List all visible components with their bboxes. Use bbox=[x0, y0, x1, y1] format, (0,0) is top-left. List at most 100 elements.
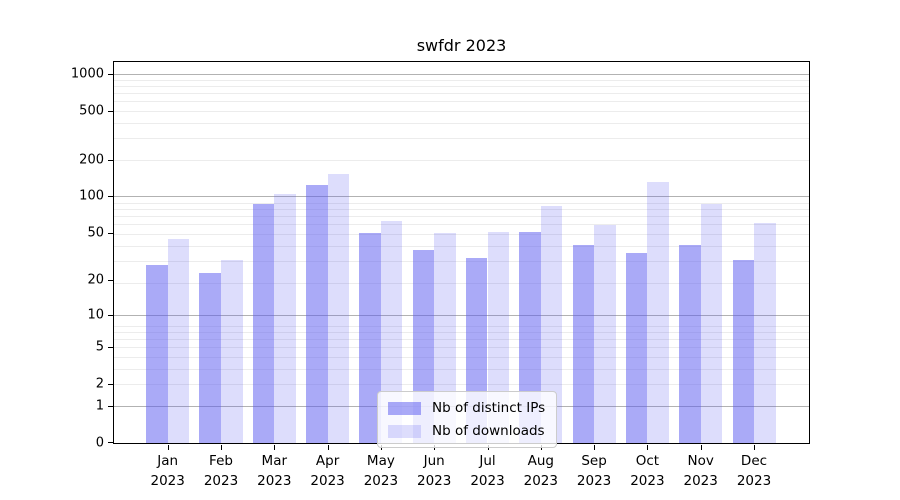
bar-may-downloads bbox=[380, 220, 403, 443]
gridline-minor bbox=[114, 224, 809, 226]
bar-sep-downloads bbox=[594, 225, 616, 443]
ytick-mark-500 bbox=[108, 110, 113, 112]
bar-jan-downloads bbox=[167, 238, 190, 443]
chart-title: swfdr 2023 bbox=[416, 36, 507, 55]
xtick-label-may: May 2023 bbox=[363, 453, 399, 490]
xtick-mark-feb bbox=[221, 445, 222, 450]
xtick-mark-sep bbox=[594, 445, 596, 450]
ytick-mark-50 bbox=[108, 232, 113, 234]
bar-sep-distinct-ips bbox=[572, 244, 595, 443]
legend-label-downloads: Nb of downloads bbox=[432, 423, 545, 439]
gridline-major-100 bbox=[114, 196, 809, 198]
xtick-label-aug: Aug 2023 bbox=[523, 453, 558, 490]
gridline-minor bbox=[114, 101, 809, 103]
bar-mar-distinct-ips bbox=[252, 204, 275, 443]
gridline-minor bbox=[114, 138, 809, 140]
xtick-mark-apr bbox=[327, 445, 329, 450]
ytick-label-5: 5 bbox=[95, 339, 104, 355]
xtick-label-nov: Nov 2023 bbox=[683, 453, 718, 490]
gridline-minor bbox=[114, 85, 809, 87]
legend-swatch-downloads bbox=[388, 424, 421, 438]
gridline-minor bbox=[114, 339, 809, 340]
bar-may-distinct-ips bbox=[359, 232, 381, 443]
xtick-mark-nov bbox=[700, 445, 702, 450]
xtick-mark-oct bbox=[647, 445, 649, 450]
bar-feb-distinct-ips bbox=[199, 273, 221, 443]
bar-feb-downloads bbox=[221, 259, 243, 443]
bar-oct-downloads bbox=[647, 181, 669, 443]
bar-dec-distinct-ips bbox=[732, 259, 754, 443]
xtick-mark-mar bbox=[274, 445, 276, 450]
xtick-label-apr: Apr 2023 bbox=[310, 453, 345, 490]
gridline-minor bbox=[114, 384, 809, 386]
gridline-minor bbox=[114, 347, 809, 349]
bar-jul-downloads bbox=[487, 231, 509, 443]
ytick-label-0: 0 bbox=[95, 435, 104, 451]
legend-entry-downloads: Nb of downloads bbox=[388, 423, 545, 439]
ytick-label-100: 100 bbox=[79, 188, 104, 204]
legend-swatch-distinct-ips bbox=[388, 401, 421, 415]
xtick-label-oct: Oct 2023 bbox=[630, 453, 665, 490]
xtick-label-jul: Jul 2023 bbox=[470, 453, 505, 490]
gridline-minor bbox=[114, 283, 809, 284]
bar-jan-distinct-ips bbox=[146, 265, 168, 443]
bar-apr-downloads bbox=[327, 174, 350, 443]
ytick-label-500: 500 bbox=[79, 103, 104, 119]
gridline-minor bbox=[114, 261, 809, 263]
legend: Nb of distinct IPs Nb of downloads bbox=[377, 391, 558, 448]
gridline-minor bbox=[114, 368, 809, 370]
ytick-label-20: 20 bbox=[87, 272, 104, 288]
gridline-minor bbox=[114, 122, 809, 124]
ytick-mark-20 bbox=[108, 280, 113, 282]
xtick-mark-dec bbox=[754, 445, 755, 450]
xtick-label-sep: Sep 2023 bbox=[576, 453, 612, 490]
ytick-mark-5 bbox=[108, 347, 113, 349]
xtick-label-feb: Feb 2023 bbox=[203, 453, 239, 490]
gridline-minor bbox=[114, 159, 809, 161]
ytick-label-200: 200 bbox=[79, 152, 104, 168]
bar-apr-distinct-ips bbox=[306, 184, 328, 443]
bar-dec-downloads bbox=[754, 222, 776, 443]
bar-aug-distinct-ips bbox=[519, 231, 541, 443]
gridline-minor bbox=[114, 202, 809, 204]
bar-nov-downloads bbox=[700, 204, 723, 443]
xtick-mark-jan bbox=[167, 445, 169, 450]
gridline-minor bbox=[114, 245, 809, 247]
ytick-mark-0 bbox=[108, 442, 113, 443]
bar-jun-downloads bbox=[434, 232, 456, 443]
xtick-label-jan: Jan 2023 bbox=[150, 453, 185, 490]
ytick-label-1: 1 bbox=[95, 398, 104, 414]
ytick-mark-1 bbox=[108, 406, 113, 407]
gridline-minor bbox=[114, 357, 809, 358]
legend-label-distinct-ips: Nb of distinct IPs bbox=[432, 400, 546, 416]
bar-nov-distinct-ips bbox=[679, 244, 701, 443]
gridline-minor bbox=[114, 331, 809, 333]
xtick-label-dec: Dec 2023 bbox=[736, 453, 772, 490]
ytick-mark-1000 bbox=[108, 73, 113, 75]
ytick-mark-200 bbox=[108, 159, 113, 161]
gridline-minor bbox=[114, 93, 809, 94]
ytick-mark-100 bbox=[108, 196, 113, 198]
gridline-minor bbox=[114, 208, 809, 210]
gridline-minor bbox=[114, 111, 809, 112]
bar-mar-downloads bbox=[274, 193, 296, 443]
plot-area: 0 1 2 5 10 20 50 100 200 500 1000 Jan 2023 Feb 2023 M… bbox=[71, 61, 810, 489]
legend-entry-distinct-ips: Nb of distinct IPs bbox=[388, 400, 545, 416]
ytick-label-10: 10 bbox=[87, 307, 104, 323]
xtick-label-mar: Mar 2023 bbox=[257, 453, 292, 490]
ytick-label-2: 2 bbox=[95, 376, 104, 392]
xtick-label-jun: Jun 2023 bbox=[417, 453, 452, 490]
gridline-minor bbox=[114, 79, 809, 81]
bar-aug-downloads bbox=[540, 205, 563, 443]
gridline-minor bbox=[114, 216, 809, 217]
gridline-major-10 bbox=[114, 314, 809, 316]
ytick-mark-10 bbox=[108, 314, 113, 316]
bar-oct-distinct-ips bbox=[625, 253, 648, 443]
ytick-mark-2 bbox=[108, 384, 113, 386]
gridline-minor bbox=[114, 325, 809, 327]
gridline-minor bbox=[114, 234, 809, 235]
gridline-major-1000 bbox=[114, 73, 809, 75]
ytick-label-1000: 1000 bbox=[70, 66, 104, 82]
ytick-label-50: 50 bbox=[87, 225, 104, 241]
